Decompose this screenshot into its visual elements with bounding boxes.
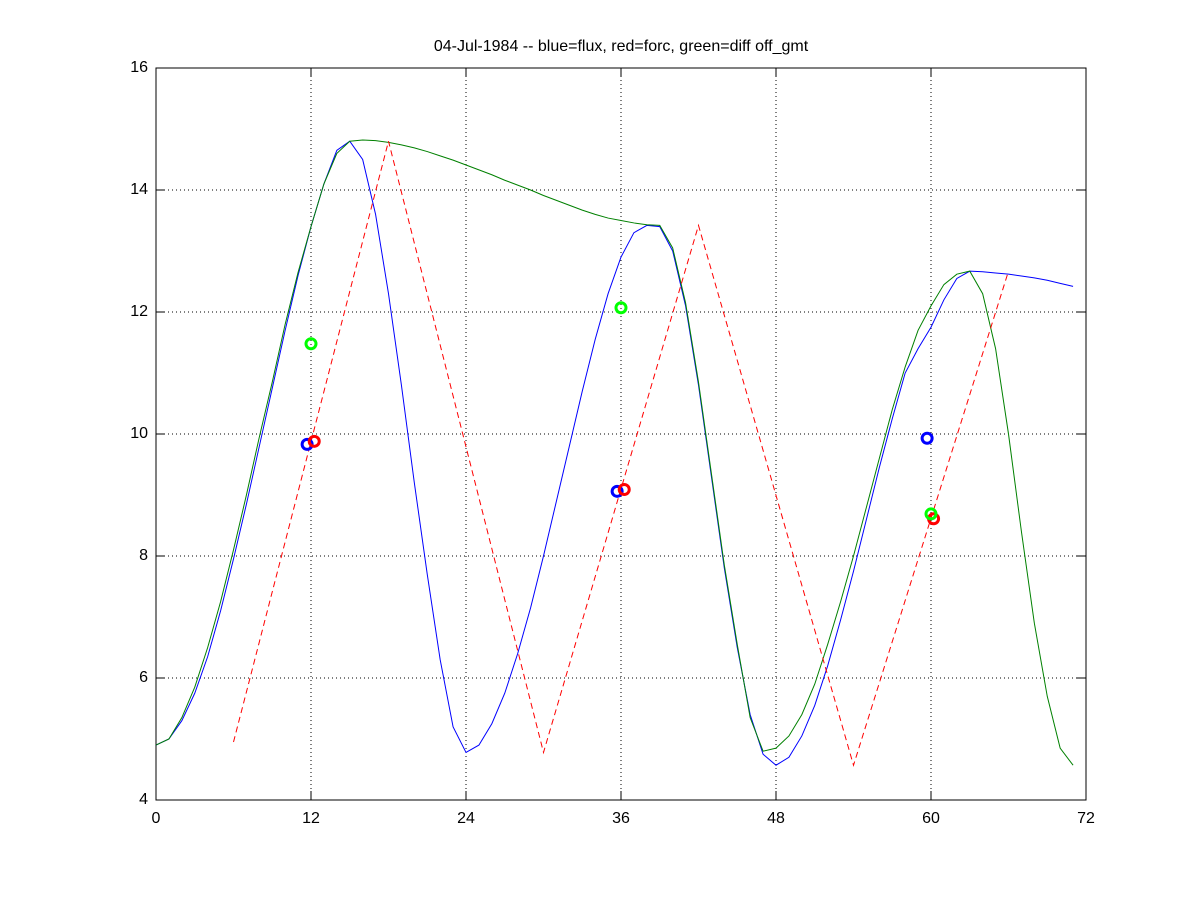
marker — [307, 434, 321, 448]
y-tick-label: 4 — [139, 791, 148, 808]
x-tick-label: 72 — [1077, 810, 1095, 827]
y-tick-label: 6 — [139, 669, 148, 686]
marker — [617, 483, 631, 497]
x-tick-label: 12 — [302, 810, 320, 827]
marker — [610, 484, 624, 498]
y-tick-label: 16 — [130, 59, 148, 76]
series-line — [155, 139, 1074, 766]
x-tick-label: 0 — [152, 810, 161, 827]
y-tick-label: 8 — [139, 547, 148, 564]
x-tick-label: 36 — [612, 810, 630, 827]
plot-frame — [155, 67, 1087, 801]
marker — [920, 431, 934, 445]
x-tick-label: 24 — [457, 810, 475, 827]
marker — [304, 337, 318, 351]
marker — [924, 507, 938, 521]
x-tick-label: 60 — [922, 810, 940, 827]
chart-title: 04-Jul-1984 -- blue=flux, red=forc, gree… — [434, 38, 809, 55]
y-tick-label: 10 — [130, 425, 148, 442]
y-tick-label: 12 — [130, 303, 148, 320]
marker — [614, 301, 628, 315]
y-tick-label: 14 — [130, 181, 148, 198]
x-tick-label: 48 — [767, 810, 785, 827]
